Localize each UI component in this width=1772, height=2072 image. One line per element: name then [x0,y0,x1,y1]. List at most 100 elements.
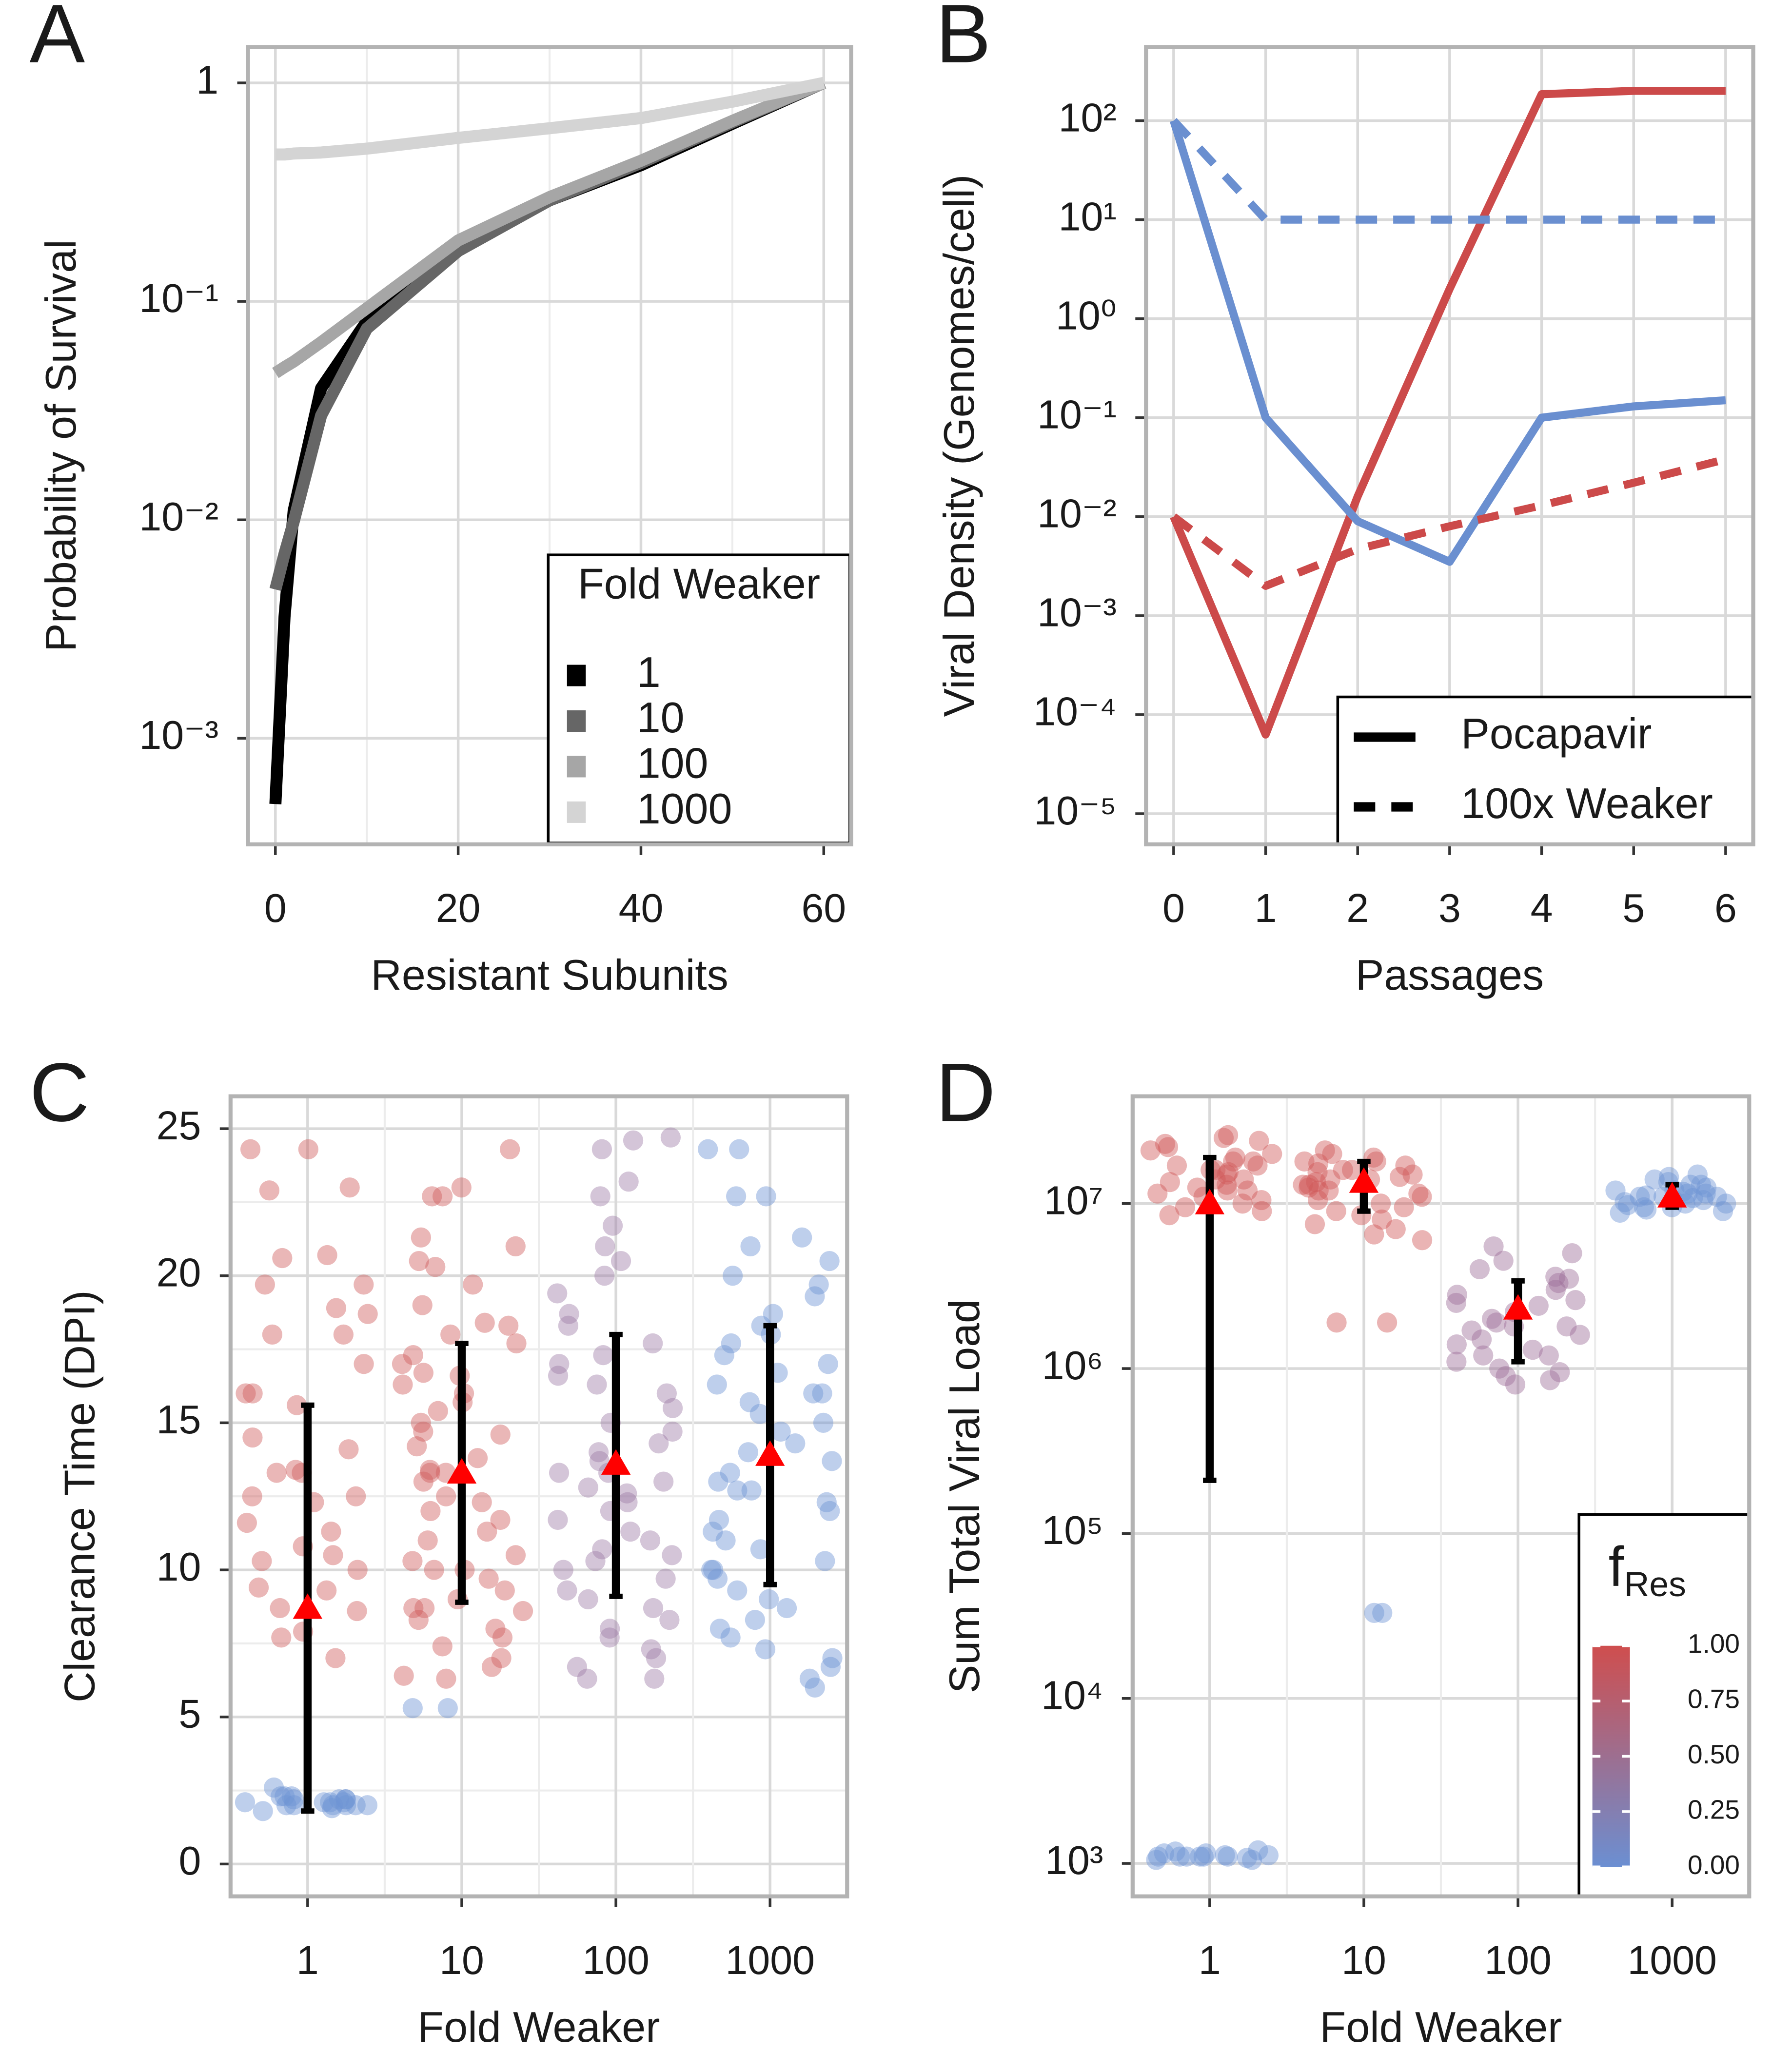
point [1147,1183,1168,1204]
point [1680,1174,1701,1195]
point [649,1433,669,1454]
point [491,1648,512,1668]
point [1218,1125,1239,1145]
point [413,1363,433,1383]
point [1218,1846,1238,1867]
x-tick-label: 3 [1438,886,1461,931]
point [420,1460,440,1480]
point [1333,1160,1354,1180]
point [726,1186,747,1207]
point [259,1180,279,1201]
point [236,1512,257,1533]
point [1217,1164,1237,1185]
y-tick-label: 10⁻⁵ [1034,788,1116,833]
point [1605,1180,1626,1201]
point [1528,1295,1549,1316]
y-axis-title: Sum Total Viral Load [940,1299,988,1693]
y-tick-label: 10³ [1045,1838,1103,1883]
series-line [1170,119,1726,566]
y-tick-label: 10⁴ [1041,1673,1103,1718]
point [335,1795,356,1816]
series-line [275,77,825,161]
point [407,1436,427,1457]
panel-label: C [29,1046,89,1139]
point [578,1477,598,1498]
point [1364,1224,1384,1245]
point [547,1283,568,1304]
point [420,1501,441,1522]
point [393,1374,413,1395]
point [412,1295,433,1315]
colorbar-title: fRes [1609,1535,1686,1603]
point [557,1580,577,1601]
point [1683,1188,1703,1209]
point [591,1139,612,1159]
point [1483,1236,1504,1257]
point [1176,1846,1197,1867]
point [275,1786,295,1807]
point [1319,1180,1339,1201]
colorbar-tick-label: 0.25 [1688,1794,1740,1824]
point [1610,1202,1630,1223]
point [822,1648,843,1668]
point [750,1539,771,1560]
x-tick-label: 1000 [726,1938,815,1983]
y-tick-label: 10⁻² [1037,491,1117,536]
y-tick-label: 25 [157,1103,201,1148]
point [451,1177,472,1198]
y-tick-label: 10² [1059,95,1117,140]
point [314,1792,334,1813]
point [593,1345,613,1366]
point [602,1215,623,1236]
point [422,1186,442,1207]
point [432,1636,453,1657]
point [1308,1180,1329,1201]
point [409,1251,429,1271]
x-tick-label: 1 [1255,886,1277,931]
point [709,1619,730,1639]
point [437,1698,458,1719]
point [548,1366,569,1386]
point [1218,1162,1239,1182]
point [703,1560,724,1580]
y-tick-label: 10⁻³ [139,713,218,758]
point [822,1451,842,1471]
point [1294,1151,1315,1172]
point [333,1324,354,1345]
point [338,1439,359,1460]
point [656,1383,677,1404]
point [283,1789,304,1810]
point [1630,1187,1650,1207]
point [463,1274,483,1295]
x-tick-label: 20 [436,886,481,931]
point [436,1668,456,1689]
point [805,1286,825,1307]
point [1258,1845,1279,1866]
series-line [1171,455,1727,590]
point [588,1442,609,1463]
point [1243,1151,1263,1172]
point [820,1501,840,1522]
point [1165,1841,1185,1862]
point [1169,1846,1190,1867]
point [1326,1312,1347,1333]
point [242,1486,262,1506]
point [346,1486,366,1506]
point [316,1580,337,1601]
x-tick-label: 1 [296,1938,319,1983]
legend-swatch [567,710,586,732]
point [749,1404,770,1424]
point [1693,1190,1713,1211]
point [347,1560,368,1580]
point [617,1483,637,1504]
point [272,1248,293,1269]
y-tick-label: 10⁵ [1042,1508,1103,1553]
point [1237,1180,1258,1201]
point [266,1463,287,1483]
point [578,1589,598,1610]
point [1307,1162,1328,1182]
point [1196,1843,1216,1864]
point [1617,1195,1638,1215]
colorbar-tick-label: 0.75 [1688,1684,1740,1714]
